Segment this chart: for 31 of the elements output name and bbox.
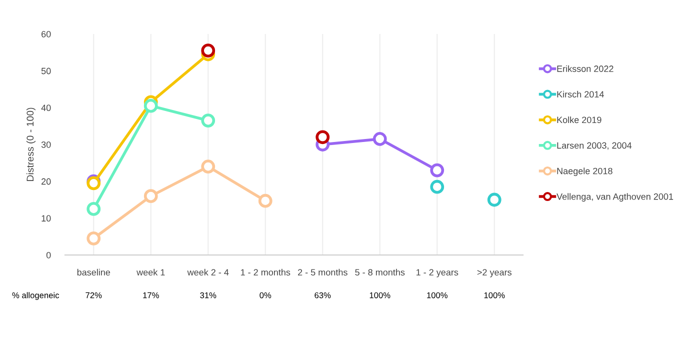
text: % allogeneic — [12, 292, 60, 300]
text: 72% — [86, 292, 102, 298]
y-axis-title: Distress (0 - 100) — [26, 108, 36, 181]
x-tick-label: 5 - 8 months — [355, 268, 405, 276]
x-tick-label: >2 years — [477, 269, 512, 278]
legend-label: Vellenga, van Agthoven 2001 — [556, 193, 674, 202]
legend-label: Eriksson 2022 — [557, 65, 614, 72]
text: 31% — [200, 292, 216, 298]
x-tick-label: 2 - 5 months — [298, 268, 348, 276]
x-tick-label: 1 - 2 years — [416, 269, 458, 278]
text: 100% — [370, 292, 390, 298]
text: 63% — [314, 292, 331, 298]
y-tick-label: 50 — [41, 68, 51, 74]
text: 100% — [484, 292, 505, 298]
y-tick-label: 20 — [42, 178, 51, 185]
x-tick-label: week 2 - 4 — [187, 268, 229, 276]
legend-label: Kolke 2019 — [557, 116, 602, 124]
y-tick-label: 10 — [42, 215, 51, 222]
text: 17% — [143, 292, 159, 298]
x-tick-label: baseline — [77, 268, 110, 276]
legend-label: Larsen 2003, 2004 — [557, 142, 632, 150]
legend-label: Naegele 2018 — [557, 168, 612, 176]
text: 0% — [260, 292, 272, 298]
x-tick-label: 1 - 2 months — [240, 268, 290, 276]
y-tick-label: 60 — [42, 30, 51, 38]
y-tick-label: 0 — [46, 252, 51, 258]
y-tick-label: 30 — [41, 141, 51, 148]
text: 100% — [427, 292, 448, 298]
legend-label: Kirsch 2014 — [557, 90, 604, 98]
y-tick-label: 40 — [41, 104, 51, 112]
x-tick-label: week 1 — [136, 268, 165, 276]
